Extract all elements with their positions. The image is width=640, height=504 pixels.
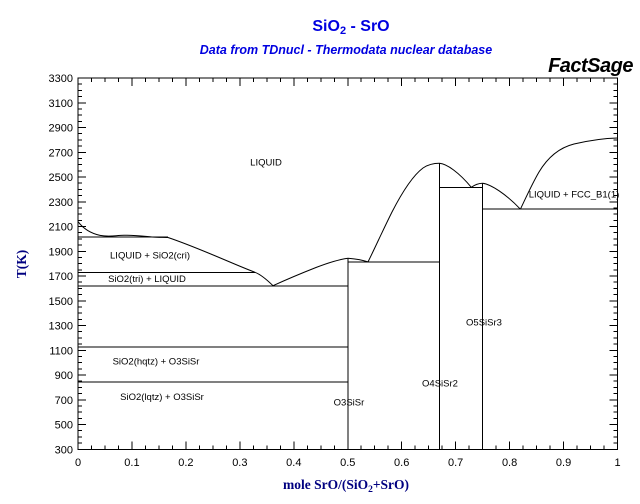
x-tick-label: 0.6 xyxy=(394,457,409,469)
phase-region-label: SiO2(lqtz) + O3SiSr xyxy=(120,392,204,403)
page-title: SiO2 - SrO xyxy=(312,18,389,37)
y-tick-label: 2300 xyxy=(49,197,73,209)
liquidus-o5sisr3-left xyxy=(470,182,483,188)
liquidus-o3sisr-right xyxy=(347,257,369,263)
y-tick-label: 700 xyxy=(55,395,73,407)
y-tick-label: 1100 xyxy=(49,345,73,357)
y-tick-label: 1900 xyxy=(49,246,73,258)
chart-subtitle: Data from TDnucl - Thermodata nuclear da… xyxy=(200,43,492,57)
axis-tick-labels: 0 0.1 0.2 0.3 0.4 0.5 0.6 0.7 0.8 0.9 130050070090… xyxy=(49,73,621,469)
x-tick-label: 0.1 xyxy=(124,457,139,469)
compound-lines xyxy=(347,163,484,450)
title-subscript: 2 xyxy=(340,25,346,37)
y-tick-label: 3100 xyxy=(49,98,73,110)
liquidus-o3sisr-left xyxy=(272,257,349,287)
x-axis-title-suffix: +SrO) xyxy=(373,477,409,492)
axis-ticks xyxy=(77,77,618,450)
phase-region-label: LIQUID + FCC_B1(1) xyxy=(529,189,620,200)
title-prefix: SiO xyxy=(312,18,340,35)
x-axis-title-prefix: mole SrO/(SiO xyxy=(283,477,368,492)
phase-region-label: O5SiSr3 xyxy=(466,317,502,328)
y-tick-label: 500 xyxy=(55,420,73,432)
phase-region-label: SiO2(tri) + LIQUID xyxy=(108,274,186,285)
y-tick-label: 2500 xyxy=(49,172,73,184)
x-tick-label: 0.9 xyxy=(556,457,571,469)
x-tick-label: 0.3 xyxy=(232,457,247,469)
x-tick-label: 1 xyxy=(614,457,620,469)
phase-region-label: SiO2(hqtz) + O3SiSr xyxy=(113,356,200,367)
phase-region-label: O3SiSr xyxy=(334,398,365,409)
title-suffix: - SrO xyxy=(346,18,390,35)
y-tick-label: 3300 xyxy=(49,73,73,85)
phase-region-label: LIQUID + SiO2(cri) xyxy=(110,250,190,261)
phase-region-label: LIQUID xyxy=(250,158,282,169)
x-axis-title-subscript: 2 xyxy=(368,485,373,495)
phase-region-label: O4SiSr2 xyxy=(422,378,458,389)
phase-region-labels: LIQUID LIQUID + SiO2(cri) SiO2(tri) + LIQU… xyxy=(108,158,619,409)
x-tick-label: 0.4 xyxy=(286,457,301,469)
y-tick-label: 2100 xyxy=(49,222,73,234)
liquidus-o4sisr2-left xyxy=(367,162,440,263)
liquidus-o4sisr2-right xyxy=(439,162,472,188)
x-tick-label: 0.7 xyxy=(448,457,463,469)
liquidus-o5sisr3-right xyxy=(482,182,521,210)
y-tick-label: 300 xyxy=(55,444,73,456)
y-tick-label: 2700 xyxy=(49,147,73,159)
factsage-logo: FactSage xyxy=(548,55,633,77)
x-tick-label: 0.5 xyxy=(340,457,355,469)
x-tick-label: 0.2 xyxy=(178,457,193,469)
x-axis-title: mole SrO/(SiO2+SrO) xyxy=(283,477,409,495)
liquidus-sro-fcc xyxy=(519,137,618,210)
y-tick-label: 1300 xyxy=(49,321,73,333)
x-tick-label: 0 xyxy=(75,457,81,469)
y-tick-label: 900 xyxy=(55,370,73,382)
x-tick-label: 0.8 xyxy=(502,457,517,469)
y-axis-title: T(K) xyxy=(14,250,29,279)
y-tick-label: 1500 xyxy=(49,296,73,308)
isotherm-lines xyxy=(78,186,618,383)
y-tick-label: 1700 xyxy=(49,271,73,283)
y-tick-label: 2900 xyxy=(49,123,73,135)
